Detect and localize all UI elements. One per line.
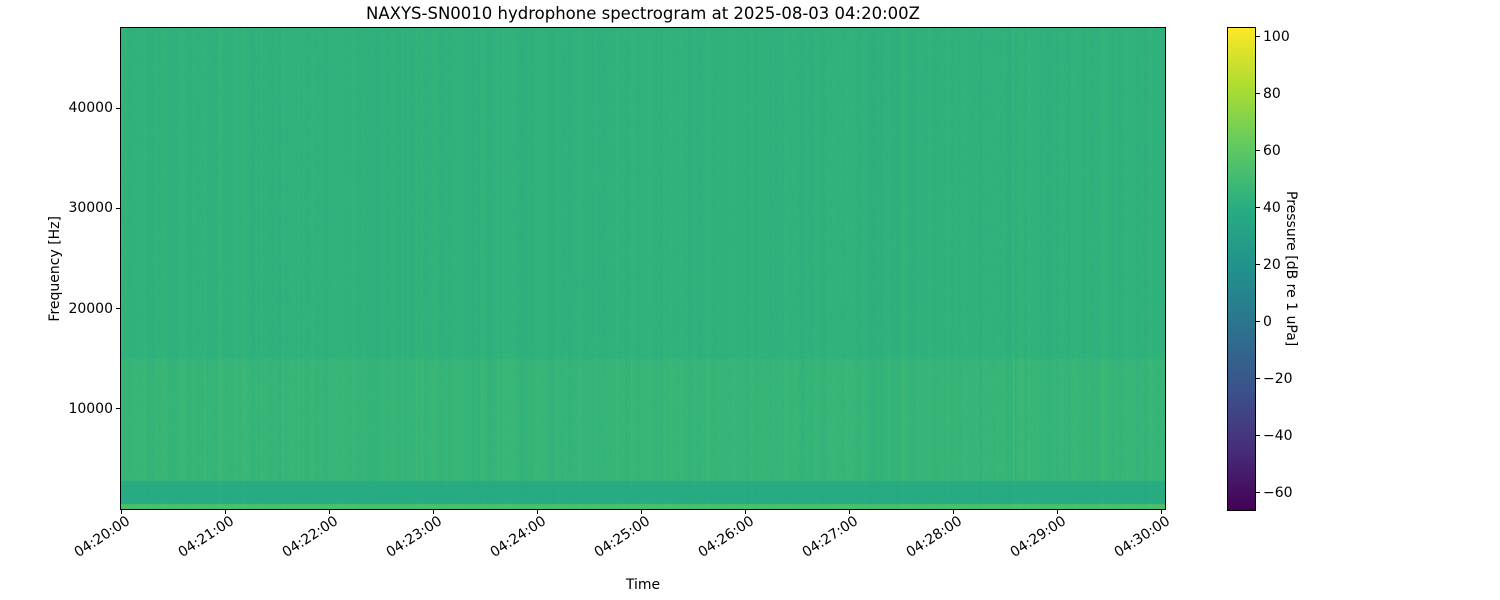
x-axis-label: Time	[625, 577, 661, 593]
x-tick-mark	[640, 509, 642, 514]
colorbar-tick-label: 80	[1263, 85, 1281, 102]
colorbar-tick-mark	[1255, 93, 1260, 95]
x-tick-label: 04:20:00	[71, 513, 134, 561]
colorbar-tick-label: 100	[1263, 28, 1290, 45]
colorbar-tick-label: 0	[1263, 313, 1272, 330]
y-tick-mark	[116, 107, 121, 109]
colorbar-tick-mark	[1255, 207, 1260, 209]
x-tick-mark	[1056, 509, 1058, 514]
x-tick-label: 04:27:00	[799, 513, 862, 561]
y-tick-label: 20000	[68, 300, 113, 317]
colorbar-tick-mark	[1255, 36, 1260, 38]
x-tick-mark	[1160, 509, 1162, 514]
colorbar-tick-label: −60	[1263, 484, 1293, 501]
x-tick-mark	[224, 509, 226, 514]
colorbar-tick-label: −20	[1263, 370, 1293, 387]
x-tick-label: 04:23:00	[383, 513, 446, 561]
x-tick-mark	[328, 509, 330, 514]
y-tick-mark	[116, 408, 121, 410]
colorbar-tick-mark	[1255, 435, 1260, 437]
colorbar-tick-mark	[1255, 321, 1260, 323]
x-tick-mark	[536, 509, 538, 514]
x-tick-mark	[848, 509, 850, 514]
colorbar-tick-mark	[1255, 378, 1260, 380]
x-tick-label: 04:25:00	[591, 513, 654, 561]
x-tick-mark	[120, 509, 122, 514]
x-tick-label: 04:24:00	[487, 513, 550, 561]
x-tick-label: 04:22:00	[279, 513, 342, 561]
x-tick-label: 04:26:00	[695, 513, 758, 561]
colorbar	[1227, 27, 1256, 511]
x-tick-mark	[952, 509, 954, 514]
x-tick-label: 04:29:00	[1007, 513, 1070, 561]
plot-title: NAXYS-SN0010 hydrophone spectrogram at 2…	[366, 4, 920, 23]
y-tick-label: 30000	[68, 200, 113, 217]
y-tick-label: 40000	[68, 100, 113, 117]
colorbar-tick-label: 20	[1263, 256, 1281, 273]
colorbar-tick-label: 60	[1263, 142, 1281, 159]
colorbar-tick-mark	[1255, 492, 1260, 494]
x-tick-mark	[432, 509, 434, 514]
x-tick-label: 04:30:00	[1111, 513, 1174, 561]
spectrogram-axes	[120, 27, 1166, 510]
colorbar-tick-label: −40	[1263, 427, 1293, 444]
spectrogram-image	[121, 28, 1165, 509]
colorbar-label-text: Pressure [dB re 1 uPa]	[1283, 190, 1299, 347]
x-tick-label: 04:21:00	[175, 513, 238, 561]
x-tick-label: 04:28:00	[903, 513, 966, 561]
x-tick-mark	[744, 509, 746, 514]
y-tick-mark	[116, 308, 121, 310]
colorbar-tick-mark	[1255, 150, 1260, 152]
colorbar-label: Pressure [dB re 1 uPa]	[1282, 27, 1300, 510]
colorbar-tick-mark	[1255, 264, 1260, 266]
colorbar-tick-label: 40	[1263, 199, 1281, 216]
y-tick-mark	[116, 207, 121, 209]
y-tick-label: 10000	[68, 400, 113, 417]
